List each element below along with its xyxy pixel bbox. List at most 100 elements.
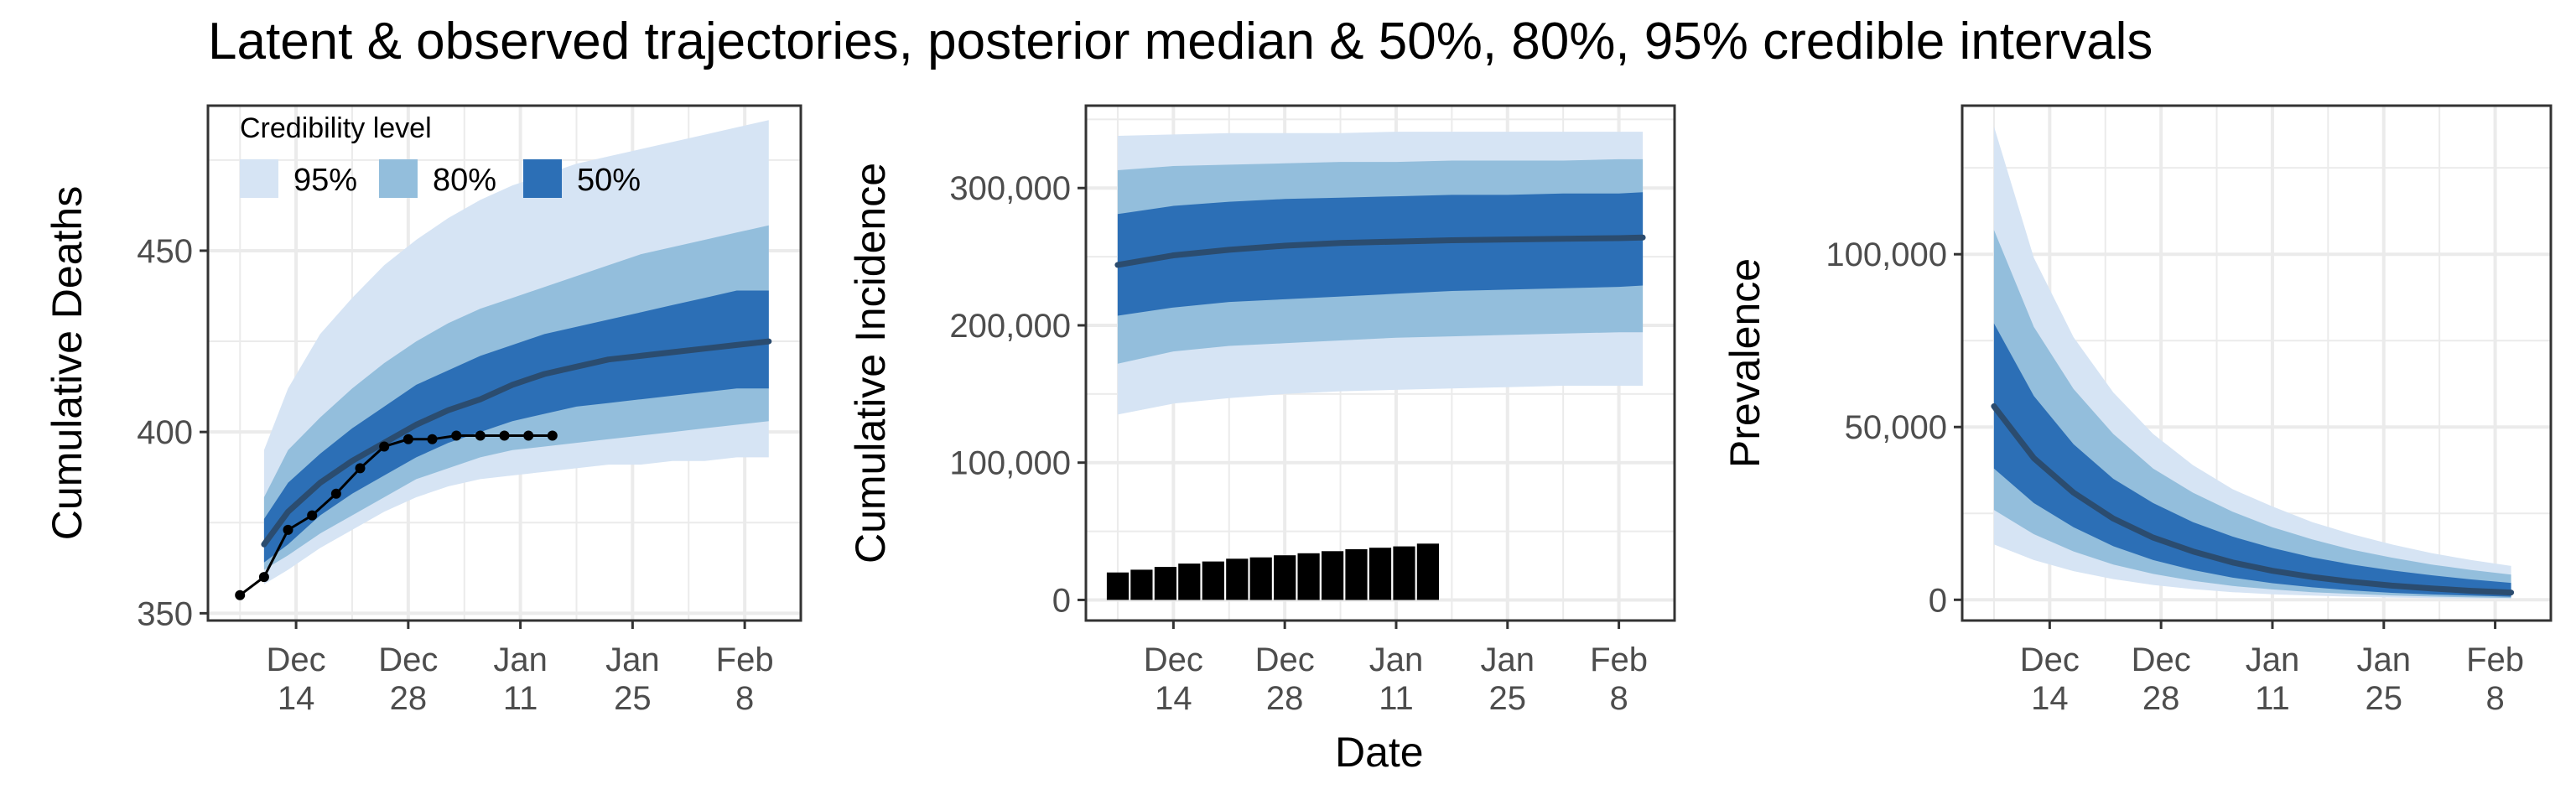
x-tick-label-line: Jan xyxy=(1369,641,1424,678)
x-tick-label: Feb 8 xyxy=(1590,641,1648,717)
observed-point xyxy=(307,510,318,521)
x-tick-label: Dec 14 xyxy=(1144,641,1203,717)
x-tick-label: Dec 28 xyxy=(2132,641,2191,717)
x-tick-label-line: Feb xyxy=(1590,641,1648,678)
x-tick-label: Feb 8 xyxy=(716,641,774,717)
observed-bar xyxy=(1130,569,1153,600)
x-tick-label: Jan 11 xyxy=(1369,641,1424,717)
y-tick-label: 0 xyxy=(1929,582,1947,619)
x-tick-label: Dec 14 xyxy=(2020,641,2080,717)
observed-point xyxy=(283,524,293,535)
y-tick-label: 450 xyxy=(137,233,193,270)
x-tick-label-line: Jan xyxy=(2357,641,2412,678)
legend-key-95-pct xyxy=(240,159,278,198)
observed-bar xyxy=(1416,543,1439,600)
observed-bar xyxy=(1368,548,1392,600)
observed-point xyxy=(427,434,438,444)
observed-bar xyxy=(1249,557,1272,600)
x-tick-label: Jan 25 xyxy=(605,641,660,717)
x-tick-label-line: 25 xyxy=(614,680,652,717)
y-axis-label: Prevalence xyxy=(1722,258,1768,468)
y-tick-label: 100,000 xyxy=(1826,236,1947,273)
y-axis-label: Cumulative Deaths xyxy=(44,186,91,540)
x-tick-label: Jan 11 xyxy=(2246,641,2300,717)
ribbon-50-pct xyxy=(1993,323,2511,597)
x-tick-label-line: 25 xyxy=(1489,680,1527,717)
legend-label: 50% xyxy=(577,163,641,198)
median-line xyxy=(1114,234,1646,268)
y-tick-label: 400 xyxy=(137,414,193,451)
x-tick-label-line: 11 xyxy=(1379,680,1414,717)
x-tick-label-line: Dec xyxy=(2020,641,2080,678)
x-tick-label-line: Jan xyxy=(605,641,660,678)
y-tick-label: 50,000 xyxy=(1845,409,1947,446)
x-tick-label-line: Jan xyxy=(493,641,548,678)
median-line xyxy=(261,338,772,548)
observed-point xyxy=(475,430,486,441)
legend-key-50-pct xyxy=(523,159,562,198)
observed-bar xyxy=(1345,548,1368,600)
panel-border xyxy=(1084,104,1676,622)
x-tick-label-line: Jan xyxy=(2246,641,2300,678)
observed-point xyxy=(499,430,510,441)
x-tick-label-line: 14 xyxy=(2031,680,2069,717)
y-tick-label: 100,000 xyxy=(949,445,1071,482)
observed-point xyxy=(330,488,341,499)
x-tick-label-line: 28 xyxy=(390,680,428,717)
observed-point xyxy=(451,430,462,441)
x-tick-label-line: Dec xyxy=(267,641,326,678)
observed-point xyxy=(547,430,558,441)
x-tick-label-line: 28 xyxy=(2142,680,2180,717)
x-tick-label: Dec 28 xyxy=(378,641,438,717)
observed-bar xyxy=(1393,546,1415,600)
observed-bar xyxy=(1154,567,1176,600)
x-tick-label-line: Dec xyxy=(2132,641,2191,678)
y-axis-label: Cumulative Incidence xyxy=(847,163,894,564)
y-tick-label: 350 xyxy=(137,595,193,632)
x-tick-label-line: 11 xyxy=(503,680,538,717)
panel-border xyxy=(206,104,802,622)
observed-bar xyxy=(1178,564,1201,600)
x-tick-label-line: Jan xyxy=(1481,641,1535,678)
observed-point xyxy=(355,463,366,474)
legend-label: 95% xyxy=(293,163,357,198)
legend: Credibility level 95% 80% 50% xyxy=(240,112,641,198)
x-tick-label-line: 8 xyxy=(1609,680,1628,717)
x-tick-label-line: Dec xyxy=(378,641,438,678)
x-tick-label: Jan 25 xyxy=(1481,641,1535,717)
observed-bar xyxy=(1322,551,1344,600)
observed-point xyxy=(258,572,269,583)
x-tick-label-line: Dec xyxy=(1255,641,1315,678)
y-tick-label: 300,000 xyxy=(949,170,1071,207)
legend-label: 80% xyxy=(433,163,496,198)
x-tick-label-line: Feb xyxy=(716,641,774,678)
observed-point xyxy=(235,589,246,600)
legend-key-80-pct xyxy=(379,159,418,198)
x-tick-label-line: Dec xyxy=(1144,641,1203,678)
x-tick-label: Feb 8 xyxy=(2466,641,2524,717)
x-tick-label: Dec 28 xyxy=(1255,641,1315,717)
legend-title: Credibility level xyxy=(240,112,432,144)
y-tick-label: 200,000 xyxy=(949,308,1071,345)
figure-title: Latent & observed trajectories, posterio… xyxy=(208,13,2153,70)
x-tick-label-line: 14 xyxy=(1155,680,1192,717)
x-tick-label-line: 25 xyxy=(2366,680,2403,717)
x-tick-label-line: 11 xyxy=(2255,680,2290,717)
observed-bar xyxy=(1202,561,1224,600)
x-axis-label: Date xyxy=(1335,729,1424,776)
observed-point xyxy=(523,430,534,441)
median-line xyxy=(1991,403,2515,596)
panel-border xyxy=(1961,104,2553,622)
plot-region xyxy=(208,106,801,621)
observed-bar xyxy=(1106,572,1130,600)
y-tick-label: 0 xyxy=(1052,582,1071,619)
x-tick-label: Jan 25 xyxy=(2357,641,2412,717)
plot-region xyxy=(1962,106,2551,621)
x-tick-label: Dec 14 xyxy=(267,641,326,717)
x-tick-label-line: Feb xyxy=(2466,641,2524,678)
x-tick-label-line: 14 xyxy=(278,680,315,717)
